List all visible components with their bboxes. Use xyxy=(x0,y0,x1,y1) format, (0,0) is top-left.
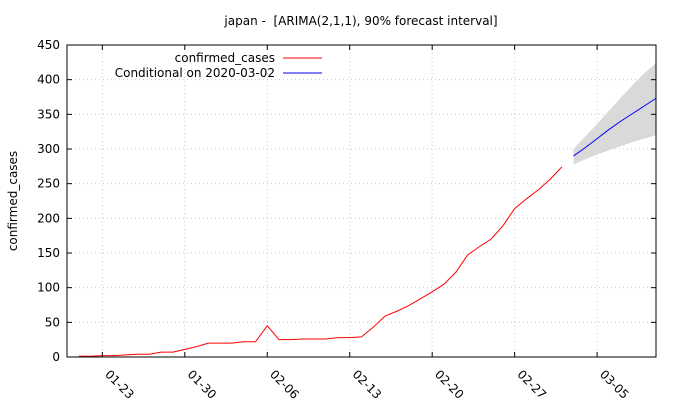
y-tick-label: 200 xyxy=(37,211,60,225)
x-tick-label: 01-23 xyxy=(102,367,137,400)
y-axis-label: confirmed_cases xyxy=(6,151,20,251)
series-layer xyxy=(78,97,657,357)
y-tick-label: 250 xyxy=(37,177,60,191)
series-line-confirmed-cases xyxy=(78,166,563,357)
y-tick-label: 50 xyxy=(45,315,60,329)
y-tick-label: 350 xyxy=(37,107,60,121)
chart-title: japan - [ARIMA(2,1,1), 90% forecast inte… xyxy=(223,14,497,28)
x-tick-label: 02-27 xyxy=(515,367,550,400)
grid-layer xyxy=(67,45,656,357)
legend-label: Conditional on 2020-03-02 xyxy=(115,66,275,80)
x-tick-label: 01-30 xyxy=(185,367,220,400)
x-tick-label: 02-06 xyxy=(267,367,302,400)
forecast-band-layer xyxy=(573,63,656,165)
y-tick-label: 400 xyxy=(37,73,60,87)
x-tick-label: 02-13 xyxy=(350,367,385,400)
y-tick-label: 150 xyxy=(37,246,60,260)
plot-frame xyxy=(66,44,657,358)
y-tick-label: 300 xyxy=(37,142,60,156)
series-line-forecast xyxy=(573,97,657,157)
tick-layer: 0 50 100 150 200 250 300 350 400 450 01-23 01-30 02-… xyxy=(37,38,656,400)
forecast-interval-band xyxy=(573,63,656,165)
y-tick-label: 450 xyxy=(37,38,60,52)
legend-label: confirmed_cases xyxy=(175,51,275,65)
x-tick-label: 02-20 xyxy=(432,367,467,400)
y-tick-label: 100 xyxy=(37,281,60,295)
x-tick-label: 03-05 xyxy=(597,367,632,400)
y-tick-label: 0 xyxy=(52,350,60,364)
